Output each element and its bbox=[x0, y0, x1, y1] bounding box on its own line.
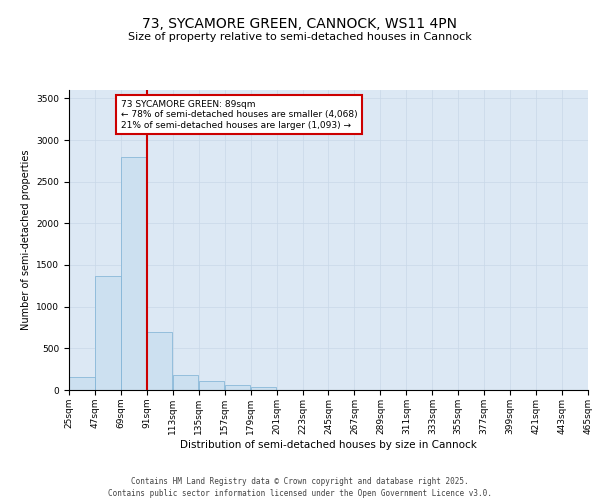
Bar bbox=[199, 381, 224, 390]
Bar bbox=[224, 386, 250, 390]
Text: Size of property relative to semi-detached houses in Cannock: Size of property relative to semi-detach… bbox=[128, 32, 472, 42]
Y-axis label: Number of semi-detached properties: Number of semi-detached properties bbox=[21, 150, 31, 330]
Bar bbox=[95, 276, 121, 390]
X-axis label: Distribution of semi-detached houses by size in Cannock: Distribution of semi-detached houses by … bbox=[180, 440, 477, 450]
Text: Contains HM Land Registry data © Crown copyright and database right 2025.
Contai: Contains HM Land Registry data © Crown c… bbox=[108, 476, 492, 498]
Bar bbox=[69, 377, 95, 390]
Bar bbox=[121, 156, 146, 390]
Text: 73, SYCAMORE GREEN, CANNOCK, WS11 4PN: 73, SYCAMORE GREEN, CANNOCK, WS11 4PN bbox=[143, 18, 458, 32]
Bar bbox=[147, 332, 172, 390]
Bar bbox=[251, 387, 276, 390]
Bar bbox=[173, 376, 199, 390]
Text: 73 SYCAMORE GREEN: 89sqm
← 78% of semi-detached houses are smaller (4,068)
21% o: 73 SYCAMORE GREEN: 89sqm ← 78% of semi-d… bbox=[121, 100, 358, 130]
